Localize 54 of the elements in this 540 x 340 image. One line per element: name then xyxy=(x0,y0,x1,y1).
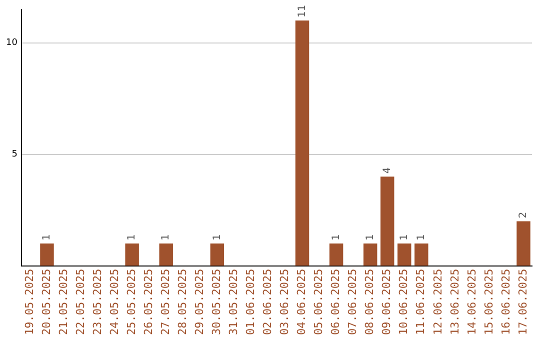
data-label: 1 xyxy=(42,234,53,240)
x-tick-label: 22.05.2025 xyxy=(74,268,87,336)
x-tick-label: 02.06.2025 xyxy=(261,268,274,336)
x-tick-label: 28.05.2025 xyxy=(176,268,189,336)
x-tick-label: 31.05.2025 xyxy=(227,268,240,336)
data-label: 1 xyxy=(160,234,172,240)
x-tick-label: 08.06.2025 xyxy=(363,268,376,336)
bar xyxy=(210,243,224,266)
data-label: 2 xyxy=(518,212,530,218)
x-tick-label: 07.06.2025 xyxy=(346,268,360,336)
x-tick-label: 17.06.2025 xyxy=(516,268,530,336)
bar xyxy=(40,243,54,266)
x-tick-label: 15.06.2025 xyxy=(482,268,496,336)
x-tick-label: 04.06.2025 xyxy=(295,268,308,336)
data-label: 1 xyxy=(126,234,138,240)
data-label: 1 xyxy=(212,234,223,240)
x-tick-label: 21.05.2025 xyxy=(56,268,70,336)
x-tick-label: 10.06.2025 xyxy=(397,268,410,336)
bar xyxy=(363,243,378,266)
bar xyxy=(516,221,530,266)
x-tick-label: 24.05.2025 xyxy=(108,268,121,336)
x-tick-label: 30.05.2025 xyxy=(210,268,224,336)
x-tick-label: 11.06.2025 xyxy=(414,268,428,336)
x-tick-label: 19.05.2025 xyxy=(22,268,36,336)
bar xyxy=(414,243,428,266)
x-tick-label: 06.06.2025 xyxy=(329,268,342,336)
x-tick-label: 09.06.2025 xyxy=(380,268,394,336)
x-tick-label: 20.05.2025 xyxy=(40,268,53,336)
x-tick-label: 13.06.2025 xyxy=(448,268,462,336)
x-tick-label: 16.06.2025 xyxy=(499,268,512,336)
bar xyxy=(295,20,310,266)
x-tick-label: 26.05.2025 xyxy=(142,268,155,336)
data-label: 1 xyxy=(364,234,376,240)
bar xyxy=(329,243,344,266)
x-tick-label: 29.05.2025 xyxy=(193,268,206,336)
x-tick-label: 12.06.2025 xyxy=(431,268,444,336)
bar xyxy=(397,243,412,266)
bar xyxy=(380,176,394,266)
y-tick-label: 10 xyxy=(6,38,18,48)
data-label: 1 xyxy=(330,234,342,240)
data-label: 4 xyxy=(382,167,393,174)
x-tick-label: 27.05.2025 xyxy=(158,268,172,336)
data-label: 11 xyxy=(296,4,308,18)
data-label: 1 xyxy=(398,234,410,240)
data-label: 1 xyxy=(416,234,427,240)
x-tick-label: 14.06.2025 xyxy=(465,268,478,336)
x-tick-label: 03.06.2025 xyxy=(278,268,292,336)
x-tick-label: 01.06.2025 xyxy=(244,268,258,336)
x-tick-label: 23.05.2025 xyxy=(90,268,104,336)
bar xyxy=(159,243,173,266)
x-tick-label: 25.05.2025 xyxy=(124,268,138,336)
bar xyxy=(125,243,139,266)
x-tick-label: 05.06.2025 xyxy=(312,268,326,336)
y-tick-label: 5 xyxy=(12,150,18,160)
